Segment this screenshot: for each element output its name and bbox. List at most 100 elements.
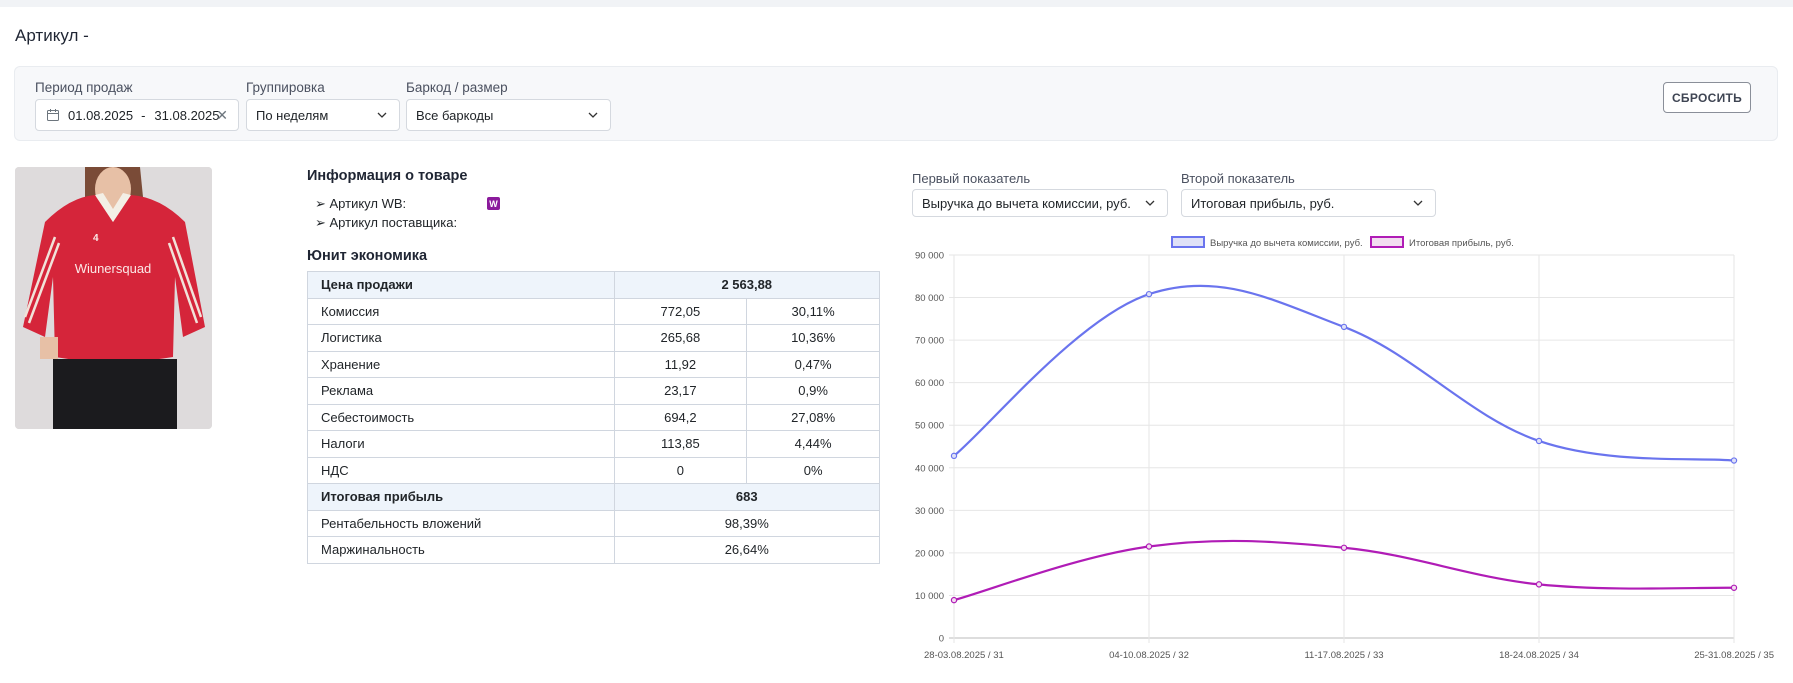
table-row: НДС 0 0% <box>307 456 880 484</box>
barcode-select[interactable]: Все баркоды <box>406 99 611 131</box>
table-row: Налоги 113,85 4,44% <box>307 430 880 458</box>
svg-text:Wiunersquad: Wiunersquad <box>75 261 152 276</box>
period-label: Период продаж <box>35 80 133 95</box>
table-row: Рентабельность вложений 98,39% <box>307 509 880 537</box>
legend-swatch <box>1171 236 1205 248</box>
y-tick-label: 80 000 <box>915 293 944 304</box>
line-chart: 0 10 000 20 000 30 000 40 000 50 000 60 000 70 … <box>915 236 1774 661</box>
row-label: Рентабельность вложений <box>307 509 615 537</box>
row-value: 0 <box>613 456 748 484</box>
first-metric-label: Первый показатель <box>912 171 1031 186</box>
data-point <box>1340 544 1348 551</box>
product-image: Wiunersquad 4 <box>15 167 212 429</box>
unit-economics-table: Цена продажи 2 563,88 Комиссия 772,05 30,11%… <box>307 271 880 564</box>
chevron-down-icon <box>1145 200 1155 206</box>
row-label: Налоги <box>307 430 615 458</box>
y-tick-label: 60 000 <box>915 378 944 389</box>
barcode-label: Баркод / размер <box>406 80 508 95</box>
row-label: Маржинальность <box>307 536 615 564</box>
y-tick-label: 40 000 <box>915 463 944 474</box>
table-row: Реклама 23,17 0,9% <box>307 377 880 405</box>
second-metric-select[interactable]: Итоговая прибыль, руб. <box>1181 189 1436 217</box>
filter-panel: Период продаж 01.08.2025 - 31.08.2025 ✕ … <box>14 66 1778 141</box>
y-tick-label: 0 <box>939 634 944 645</box>
table-row: Комиссия 772,05 30,11% <box>307 297 880 325</box>
row-percent: 10,36% <box>746 324 880 352</box>
row-label: Хранение <box>307 350 615 378</box>
chevron-down-icon <box>1413 200 1423 206</box>
row-value: 2 563,88 <box>613 271 880 299</box>
data-point <box>950 452 958 460</box>
row-label: Реклама <box>307 377 615 405</box>
row-value: 23,17 <box>613 377 748 405</box>
row-percent: 27,08% <box>746 403 880 431</box>
chevron-down-icon <box>377 112 387 118</box>
grouping-label: Группировка <box>246 80 325 95</box>
row-value: 26,64% <box>613 536 880 564</box>
table-row: Хранение 11,92 0,47% <box>307 350 880 378</box>
data-point <box>1535 437 1543 445</box>
page-title: Артикул - <box>15 26 89 45</box>
data-point <box>1145 290 1153 298</box>
period-separator: - <box>141 107 146 123</box>
svg-text:4: 4 <box>93 233 99 244</box>
row-label: Логистика <box>307 324 615 352</box>
row-label: Цена продажи <box>307 271 615 299</box>
wb-badge-icon[interactable]: W <box>487 197 500 210</box>
reset-button[interactable]: СБРОСИТЬ <box>1663 82 1751 113</box>
data-point <box>1535 581 1543 588</box>
row-percent: 30,11% <box>746 297 880 325</box>
row-label: Себестоимость <box>307 403 615 431</box>
barcode-value: Все баркоды <box>416 107 494 123</box>
row-percent: 0% <box>746 456 880 484</box>
calendar-icon <box>47 109 59 121</box>
data-point <box>1340 323 1348 331</box>
y-tick-label: 20 000 <box>915 548 944 559</box>
chevron-down-icon <box>588 112 598 118</box>
x-tick-label: 25-31.08.2025 / 35 <box>1694 650 1774 661</box>
y-tick-label: 50 000 <box>915 421 944 432</box>
row-value: 683 <box>613 483 880 511</box>
table-row: Цена продажи 2 563,88 <box>307 271 880 299</box>
first-metric-select[interactable]: Выручка до вычета комиссии, руб. <box>912 189 1168 217</box>
y-tick-label: 10 000 <box>915 591 944 602</box>
row-label: НДС <box>307 456 615 484</box>
x-tick-label: 04-10.08.2025 / 32 <box>1109 650 1189 661</box>
period-to: 31.08.2025 <box>154 107 220 123</box>
y-tick-label: 70 000 <box>915 336 944 347</box>
legend-label: Выручка до вычета комиссии, руб. <box>1210 238 1363 249</box>
product-info-heading: Информация о товаре <box>307 168 468 184</box>
row-percent: 0,47% <box>746 350 880 378</box>
period-date-range[interactable]: 01.08.2025 - 31.08.2025 ✕ <box>35 99 239 131</box>
table-row: Логистика 265,68 10,36% <box>307 324 880 352</box>
clear-date-icon[interactable]: ✕ <box>216 107 228 123</box>
row-percent: 0,9% <box>746 377 880 405</box>
second-metric-label: Второй показатель <box>1181 171 1295 186</box>
grouping-select[interactable]: По неделям <box>246 99 400 131</box>
legend-swatch <box>1370 236 1404 248</box>
row-label: Комиссия <box>307 297 615 325</box>
row-value: 11,92 <box>613 350 748 378</box>
period-from: 01.08.2025 <box>68 107 134 123</box>
x-tick-label: 28-03.08.2025 / 31 <box>924 650 1004 661</box>
x-tick-label: 18-24.08.2025 / 34 <box>1499 650 1579 661</box>
y-tick-label: 30 000 <box>915 506 944 517</box>
supplier-article-label: ➢ Артикул поставщика: <box>315 215 458 230</box>
table-row: Себестоимость 694,2 27,08% <box>307 403 880 431</box>
data-point <box>1145 543 1153 550</box>
grouping-value: По неделям <box>256 107 329 123</box>
data-point <box>950 596 958 604</box>
data-point <box>1730 584 1738 591</box>
row-value: 113,85 <box>613 430 748 458</box>
legend-label: Итоговая прибыль, руб. <box>1409 238 1514 249</box>
wb-article-label: ➢ Артикул WB: <box>315 196 407 211</box>
unit-economics-heading: Юнит экономика <box>307 248 428 264</box>
second-metric-value: Итоговая прибыль, руб. <box>1191 195 1335 211</box>
x-tick-label: 11-17.08.2025 / 33 <box>1304 650 1383 661</box>
row-percent: 4,44% <box>746 430 880 458</box>
first-metric-value: Выручка до вычета комиссии, руб. <box>922 195 1131 211</box>
row-value: 694,2 <box>613 403 748 431</box>
row-label: Итоговая прибыль <box>307 483 615 511</box>
row-value: 98,39% <box>613 509 880 537</box>
y-tick-label: 90 000 <box>915 251 944 262</box>
